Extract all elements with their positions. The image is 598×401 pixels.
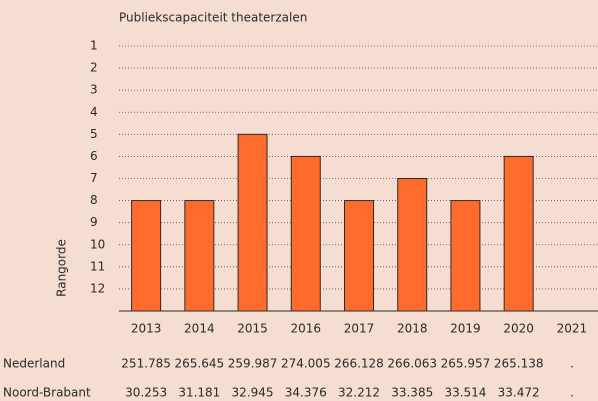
x-tick-label: 2019 <box>450 322 481 336</box>
y-tick-label: 9 <box>90 215 98 229</box>
table-cell: 265.645 <box>175 357 225 371</box>
x-tick-label: 2021 <box>557 322 588 336</box>
table-cell: 265.138 <box>494 357 544 371</box>
y-tick-label: 3 <box>90 83 98 97</box>
table-cell: 34.376 <box>285 386 327 400</box>
x-tick-label: 2020 <box>503 322 534 336</box>
table-cell: 32.945 <box>232 386 274 400</box>
x-tick-label: 2013 <box>131 322 162 336</box>
table-cell: 265.957 <box>441 357 491 371</box>
y-tick-label: 7 <box>90 171 98 185</box>
y-tick-label: 1 <box>90 39 98 53</box>
y-tick-label: 4 <box>90 105 98 119</box>
row-label: Nederland <box>3 357 65 371</box>
table-cell: 251.785 <box>121 357 171 371</box>
bar <box>131 200 162 312</box>
x-tick-label: 2015 <box>237 322 268 336</box>
bar <box>397 178 428 312</box>
y-tick-label: 8 <box>90 193 98 207</box>
table-cell: . <box>570 357 574 371</box>
chart-title: Publiekscapaciteit theaterzalen <box>119 11 307 25</box>
bar <box>503 155 534 312</box>
y-tick-label: 11 <box>90 259 105 273</box>
y-tick-label: 2 <box>90 61 98 75</box>
table-cell: 266.128 <box>334 357 384 371</box>
table-cell: . <box>570 386 574 400</box>
table-cell: 33.472 <box>498 386 540 400</box>
bar <box>237 133 268 312</box>
bar <box>450 200 481 312</box>
table-cell: 30.253 <box>125 386 167 400</box>
bar <box>184 200 215 312</box>
table-cell: 32.212 <box>338 386 380 400</box>
y-tick-label: 6 <box>90 149 98 163</box>
table-cell: 33.385 <box>391 386 433 400</box>
y-tick-label: 10 <box>90 237 105 251</box>
table-cell: 259.987 <box>228 357 278 371</box>
x-tick-label: 2017 <box>344 322 375 336</box>
row-label: Noord-Brabant <box>3 386 91 400</box>
table-cell: 33.514 <box>444 386 486 400</box>
bar <box>344 200 374 312</box>
y-tick-label: 12 <box>90 281 105 295</box>
table-cell: 274.005 <box>281 357 331 371</box>
table-cell: 31.181 <box>178 386 220 400</box>
x-tick-label: 2014 <box>184 322 215 336</box>
x-tick-label: 2016 <box>291 322 322 336</box>
y-tick-label: 5 <box>90 127 98 141</box>
x-tick-label: 2018 <box>397 322 428 336</box>
bar <box>290 155 321 312</box>
table-cell: 266.063 <box>387 357 437 371</box>
y-axis-label: Rangorde <box>55 239 69 297</box>
